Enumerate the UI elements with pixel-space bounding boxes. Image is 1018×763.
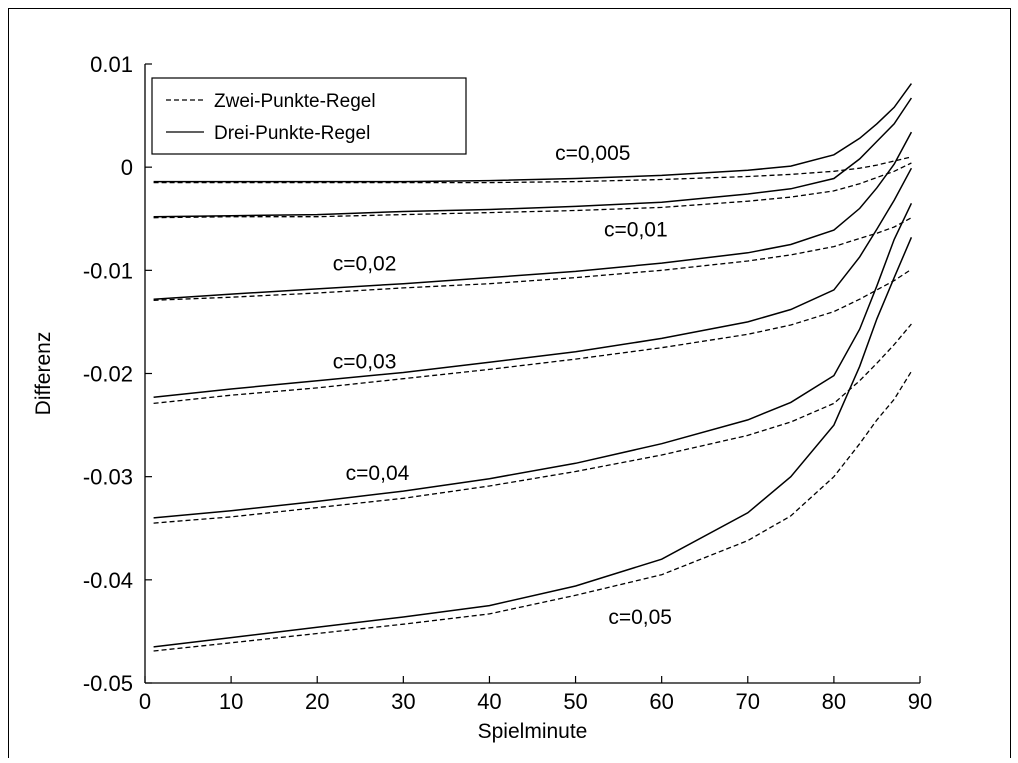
curve-label: c=0,005 [555, 142, 630, 165]
x-tick-label: 10 [219, 689, 243, 714]
curve-label: c=0,04 [346, 462, 410, 485]
curve-label: c=0,01 [604, 218, 668, 241]
y-tick-label: -0.01 [83, 258, 133, 283]
curve-label: c=0,02 [333, 252, 397, 275]
y-axis-title: Differenz [32, 332, 55, 416]
figure-frame [8, 8, 1011, 758]
x-tick-label: 40 [477, 689, 501, 714]
series [153, 83, 913, 652]
y-tick-label: 0 [121, 155, 133, 180]
x-tick-label: 70 [736, 689, 760, 714]
legend-label-drei: Drei-Punkte-Regel [214, 123, 370, 144]
x-tick-label: 20 [305, 689, 329, 714]
series-line-drei-punkte [153, 167, 913, 398]
y-tick-label: -0.05 [83, 671, 133, 696]
series-line-drei-punkte [153, 97, 913, 218]
series-line-drei-punkte [153, 131, 913, 300]
series-line-zwei-punkte [153, 268, 912, 405]
annotations: c=0,005 c=0,01 c=0,02 c=0,03 c=0,04 c=0,05 [333, 142, 672, 629]
curve-label: c=0,03 [333, 350, 397, 373]
curve-label: c=0,05 [608, 606, 672, 629]
y-tick-label: 0.01 [90, 52, 133, 77]
x-tick-label: 0 [139, 689, 151, 714]
x-tick-label: 80 [822, 689, 846, 714]
series-line-drei-punkte [153, 237, 913, 648]
series-line-drei-punkte [153, 202, 913, 519]
legend-box [151, 77, 467, 155]
x-tick-label: 50 [563, 689, 587, 714]
series-line-zwei-punkte [153, 162, 912, 219]
x-axis-title: Spielminute [478, 720, 588, 743]
ticks: 0.010-0.01-0.02-0.03-0.04-0.050 10 20 30 40 5… [83, 52, 932, 714]
x-tick-label: 60 [649, 689, 673, 714]
y-tick-label: -0.02 [83, 362, 133, 387]
series-line-zwei-punkte [153, 371, 912, 652]
series-line-zwei-punkte [153, 217, 912, 301]
axes [144, 64, 920, 684]
series-line-zwei-punkte [153, 156, 912, 184]
legend: Zwei-Punkte-Regel Drei-Punkte-Regel [151, 77, 467, 155]
x-tick-label: 30 [391, 689, 415, 714]
series-line-drei-punkte [153, 83, 913, 183]
legend-label-zwei: Zwei-Punkte-Regel [214, 91, 376, 112]
y-tick-label: -0.03 [83, 465, 133, 490]
y-tick-label: -0.04 [83, 568, 133, 593]
x-tick-label: 90 [908, 689, 932, 714]
series-line-zwei-punkte [153, 323, 912, 524]
